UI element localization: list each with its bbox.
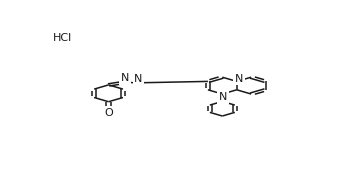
Text: O: O (104, 108, 113, 118)
Text: N: N (134, 74, 143, 84)
Text: N: N (235, 74, 243, 84)
Text: N: N (219, 92, 227, 102)
Text: HCl: HCl (53, 33, 72, 43)
Text: N: N (121, 74, 129, 84)
